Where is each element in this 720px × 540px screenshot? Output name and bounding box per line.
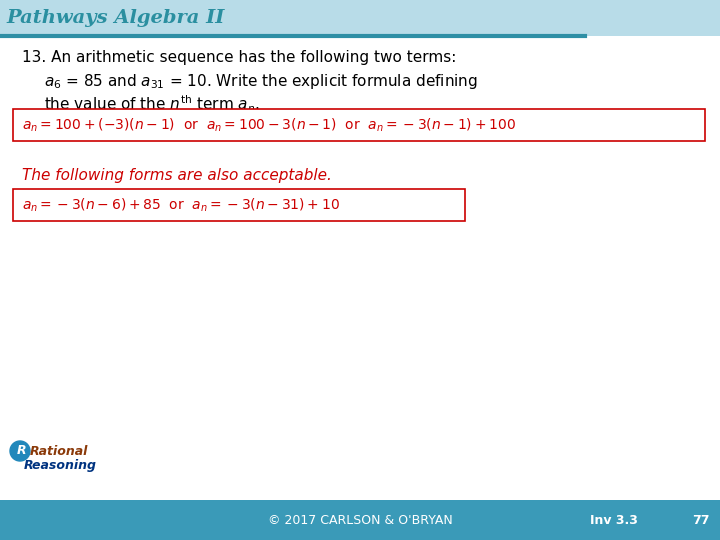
FancyBboxPatch shape bbox=[13, 109, 705, 141]
Text: Pathways Algebra II: Pathways Algebra II bbox=[6, 9, 225, 27]
Text: 13. An arithmetic sequence has the following two terms:: 13. An arithmetic sequence has the follo… bbox=[22, 50, 456, 65]
Text: Reasoning: Reasoning bbox=[24, 459, 97, 472]
Text: 77: 77 bbox=[692, 514, 709, 526]
Text: $a_6$ = 85 and $a_{31}$ = 10. Write the explicit formula defining: $a_6$ = 85 and $a_{31}$ = 10. Write the … bbox=[44, 72, 478, 91]
Circle shape bbox=[10, 441, 30, 461]
Text: R: R bbox=[17, 443, 27, 456]
Text: the value of the $n^{\mathrm{th}}$ term $a_n$.: the value of the $n^{\mathrm{th}}$ term … bbox=[44, 94, 260, 116]
Text: Inv 3.3: Inv 3.3 bbox=[590, 514, 638, 526]
Text: © 2017 CARLSON & O'BRYAN: © 2017 CARLSON & O'BRYAN bbox=[268, 514, 452, 526]
Text: $a_n=-3(n-6)+85$  or  $a_n=-3(n-31)+10$: $a_n=-3(n-6)+85$ or $a_n=-3(n-31)+10$ bbox=[22, 197, 340, 214]
FancyBboxPatch shape bbox=[0, 36, 720, 500]
Text: Rational: Rational bbox=[30, 445, 89, 458]
FancyBboxPatch shape bbox=[13, 189, 465, 221]
Text: $a_n=100+(-3)(n-1)$  or  $a_n=100-3(n-1)$  or  $a_n=-3(n-1)+100$: $a_n=100+(-3)(n-1)$ or $a_n=100-3(n-1)$ … bbox=[22, 116, 516, 134]
Text: The following forms are also acceptable.: The following forms are also acceptable. bbox=[22, 168, 332, 183]
FancyBboxPatch shape bbox=[0, 0, 720, 36]
FancyBboxPatch shape bbox=[0, 500, 720, 540]
